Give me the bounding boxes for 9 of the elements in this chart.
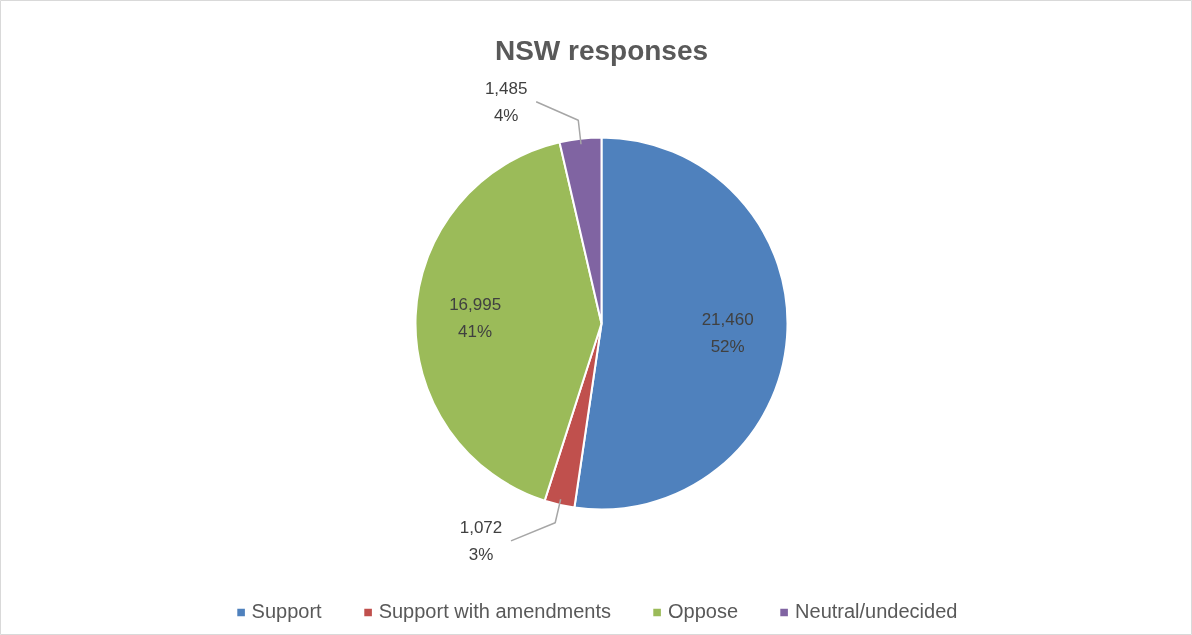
legend-label: Support <box>251 600 322 623</box>
legend-label: Neutral/undecided <box>795 600 958 623</box>
data-label: 21,460 52% <box>701 309 754 356</box>
data-label: 1,485 4% <box>484 78 528 125</box>
data-label: 1,072 3% <box>459 518 503 564</box>
chart-title: NSW responses <box>494 35 709 66</box>
legend-label: Support with amendments <box>378 600 611 623</box>
legend-label: Oppose <box>668 600 739 623</box>
data-label: 16,995 41% <box>449 295 502 342</box>
